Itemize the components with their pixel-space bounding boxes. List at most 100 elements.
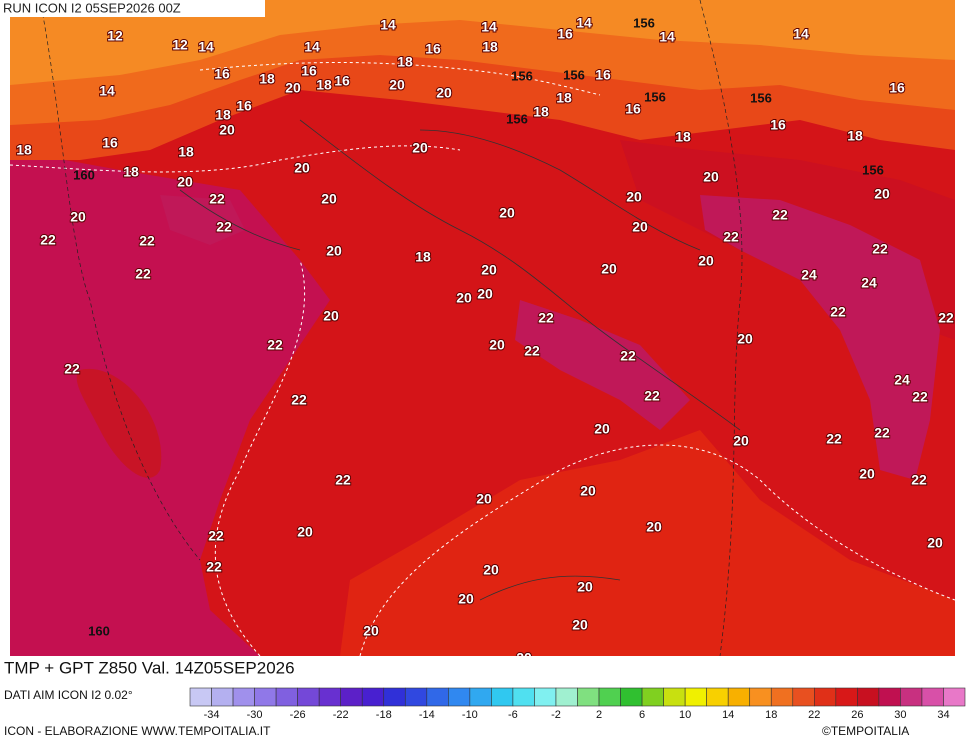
temperature-label: 22: [620, 348, 636, 364]
colorbar-tick-label: -26: [290, 709, 306, 721]
temperature-label: 24: [801, 267, 817, 283]
colorbar-tick-label: 14: [722, 709, 734, 721]
colorbar-swatch: [512, 687, 535, 707]
temperature-label: 14: [198, 39, 214, 55]
temperature-label: 12: [172, 37, 188, 53]
temperature-label: 20: [70, 209, 86, 225]
colorbar-tick-label: 26: [851, 709, 863, 721]
temperature-label: 20: [294, 160, 310, 176]
temperature-label: 14: [380, 17, 396, 33]
temperature-label: 22: [64, 361, 80, 377]
temperature-label: 16: [301, 63, 317, 79]
temperature-label: 24: [894, 372, 910, 388]
geopotential-label: 156: [511, 68, 533, 83]
source: DATI AIM ICON I2 0.02°: [4, 688, 133, 702]
colorbar-swatch: [770, 687, 794, 707]
temperature-label: 22: [524, 343, 540, 359]
geopotential-label: 156: [563, 67, 585, 82]
temperature-label: 12: [107, 28, 123, 44]
temperature-label: 20: [297, 524, 313, 540]
colorbar-swatch: [189, 687, 212, 707]
temperature-label: 20: [859, 466, 875, 482]
colorbar-tick-label: -6: [508, 709, 518, 721]
temperature-label: 20: [436, 85, 452, 101]
colorbar-tick-label: 6: [639, 709, 645, 721]
temperature-label: 20: [285, 80, 301, 96]
colorbar-swatch: [361, 687, 385, 707]
colorbar-swatch: [555, 687, 578, 707]
temperature-label: 18: [847, 128, 863, 144]
colorbar: -34 -30 -26 -22 -18 -14 -10 -6 -2 2 6 10 14 18 22 26 30 3…: [189, 687, 966, 721]
temperature-label: 16: [595, 67, 611, 83]
region: [76, 368, 162, 478]
temperature-label: 20: [927, 535, 943, 551]
colorbar-tick-label: -30: [247, 709, 263, 721]
temperature-label: 22: [872, 241, 888, 257]
temperature-label: 14: [576, 15, 592, 31]
temperature-label: 22: [335, 472, 351, 488]
colorbar-swatch: [340, 687, 363, 707]
temperature-label: 20: [481, 262, 497, 278]
colorbar-swatch: [663, 687, 686, 707]
temperature-label: 18: [16, 142, 32, 158]
temperature-label: 20: [219, 122, 235, 138]
temperature-label: 22: [723, 229, 739, 245]
colorbar-tick-label: 10: [679, 709, 691, 721]
colorbar-swatch: [620, 687, 643, 707]
temperature-label: 20: [177, 174, 193, 190]
geopotential-label: 156: [750, 90, 772, 105]
header-box: [0, 0, 265, 17]
temperature-label: 18: [533, 104, 549, 120]
colorbar-swatch: [491, 687, 514, 707]
temperature-label: 18: [482, 39, 498, 55]
isotherm: [10, 145, 461, 173]
temperature-label: 22: [135, 266, 151, 282]
colorbar-swatch: [297, 687, 320, 707]
temperature-label: 24: [861, 275, 877, 291]
temperature-label: 16: [102, 135, 118, 151]
colorbar-tick-label: 30: [894, 709, 906, 721]
temperature-label: 22: [291, 392, 307, 408]
geopotential-label: 156: [633, 15, 655, 30]
temperature-label: 16: [334, 73, 350, 89]
temperature-label: 22: [912, 389, 928, 405]
colorbar-swatch: [404, 687, 428, 707]
colorbar-swatch: [857, 687, 880, 707]
temperature-label: 20: [458, 591, 474, 607]
temperature-label: 20: [572, 617, 588, 633]
region: [10, 0, 955, 85]
colorbar-swatch: [275, 687, 298, 707]
coastline: [179, 119, 741, 601]
colorbar-swatch: [232, 687, 255, 707]
temperature-label: 20: [412, 140, 428, 156]
credit: ICON - ELABORAZIONE WWW.TEMPOITALIA.IT: [4, 724, 271, 738]
temperature-label: 14: [304, 39, 320, 55]
colorbar-swatch: [814, 687, 837, 707]
warm-zone: [10, 150, 330, 656]
temperature-label: 18: [123, 164, 139, 180]
temperature-label: 20: [632, 219, 648, 235]
temperature-label: 20: [577, 579, 593, 595]
temperature-label: 22: [139, 233, 155, 249]
temperature-label: 22: [644, 388, 660, 404]
colorbar-swatch: [469, 687, 492, 707]
colorbar-tick-label: 18: [765, 709, 777, 721]
temperature-label: 20: [516, 650, 532, 666]
temperature-label: 20: [626, 189, 642, 205]
temperature-label: 18: [316, 77, 332, 93]
temperature-label: 20: [594, 421, 610, 437]
colorbar-swatch: [426, 687, 449, 707]
temperature-label: 20: [580, 483, 596, 499]
geopotential-label: 156: [644, 89, 666, 104]
temperature-label: 16: [214, 66, 230, 82]
temperature-label: 20: [737, 331, 753, 347]
colorbar-tick-label: 34: [937, 709, 949, 721]
temperature-label: 22: [830, 304, 846, 320]
colorbar-swatch: [727, 687, 751, 707]
temperature-label: 22: [911, 472, 927, 488]
temperature-label: 20: [363, 623, 379, 639]
temperature-label: 22: [826, 431, 842, 447]
